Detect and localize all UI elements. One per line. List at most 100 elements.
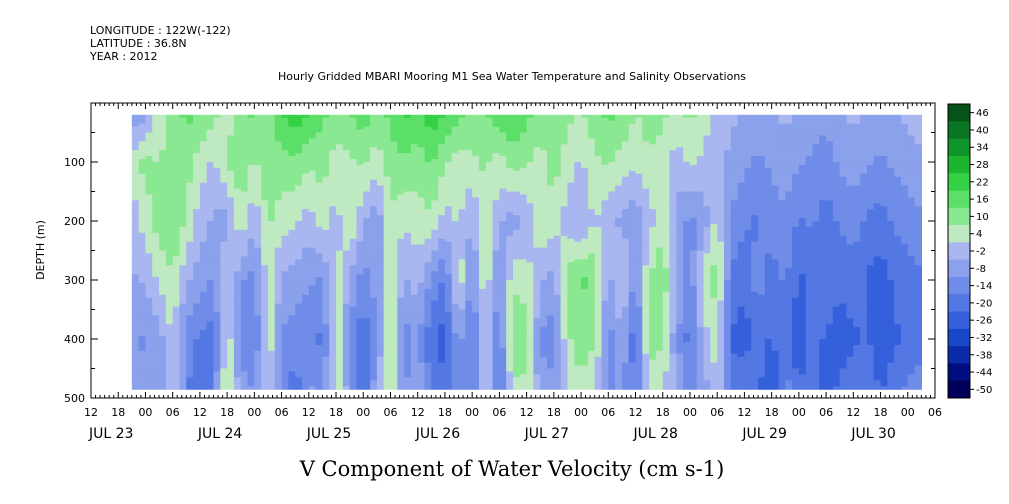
heat-cell — [356, 353, 364, 358]
heat-cell — [179, 223, 187, 228]
heat-cell — [274, 318, 283, 322]
heat-cell — [336, 209, 344, 213]
heat-cell — [336, 144, 344, 148]
heat-cell — [322, 215, 330, 219]
heat-cell — [438, 197, 446, 201]
heat-cell — [220, 250, 228, 255]
heat-cell — [363, 383, 371, 387]
heat-cell — [227, 194, 235, 198]
heat-cell — [465, 312, 473, 316]
heat-cell — [254, 203, 262, 207]
heat-cell — [376, 135, 385, 139]
heat-cell — [444, 288, 453, 293]
heat-cell — [274, 374, 283, 378]
heat-cell — [444, 315, 453, 319]
heat-cell — [478, 285, 487, 290]
heat-cell — [376, 368, 385, 373]
heat-cell — [349, 173, 358, 178]
heat-cell — [390, 341, 398, 346]
heat-cell — [267, 197, 276, 201]
heat-cell — [302, 374, 310, 378]
heat-cell — [206, 336, 215, 340]
heat-cell — [417, 247, 426, 252]
heat-cell — [444, 182, 453, 187]
heat-cell — [254, 159, 262, 163]
heat-cell — [206, 218, 215, 222]
heat-cell — [458, 129, 466, 134]
heat-cell — [247, 262, 255, 266]
heat-cell — [444, 333, 453, 337]
heat-cell — [404, 265, 412, 269]
heat-cell — [342, 117, 351, 122]
heat-cell — [417, 371, 426, 375]
heat-cell — [485, 218, 494, 222]
heat-cell — [438, 244, 446, 249]
heat-cell — [376, 380, 385, 384]
heat-cell — [451, 156, 460, 160]
heat-cell — [138, 288, 147, 293]
heat-cell — [458, 253, 466, 257]
heat-cell — [376, 333, 385, 337]
heat-cell — [138, 150, 147, 154]
latitude-label: LATITUDE : 36.8N — [90, 37, 187, 50]
heat-cell — [247, 194, 255, 198]
heat-cell — [165, 141, 174, 145]
heat-cell — [220, 259, 228, 263]
heat-cell — [472, 253, 480, 257]
heat-cell — [288, 114, 296, 119]
heat-cell — [247, 250, 255, 255]
heat-cell — [478, 333, 487, 337]
heat-cell — [383, 259, 392, 263]
heat-cell — [302, 150, 310, 154]
heat-cell — [261, 294, 269, 299]
heat-cell — [424, 274, 432, 278]
heat-cell — [390, 209, 398, 213]
heat-cell — [417, 300, 426, 305]
heat-cell — [329, 241, 337, 246]
heat-cell — [376, 241, 385, 246]
heat-cell — [193, 383, 201, 387]
heat-cell — [370, 327, 378, 331]
heat-cell — [295, 368, 303, 373]
heat-cell — [349, 221, 358, 225]
heat-cell — [145, 138, 153, 142]
heat-cell — [308, 291, 317, 296]
heat-cell — [342, 221, 351, 225]
heat-cell — [363, 285, 371, 290]
heat-cell — [458, 377, 466, 381]
heat-cell — [342, 253, 351, 257]
heat-cell — [444, 291, 453, 296]
heat-cell — [199, 344, 208, 349]
heat-cell — [424, 188, 432, 193]
heat-cell — [376, 170, 385, 175]
heat-cell — [206, 153, 215, 157]
heat-cell — [431, 226, 439, 231]
heat-cell — [227, 200, 235, 204]
heat-cell — [227, 312, 235, 316]
heat-cell — [404, 167, 412, 172]
heat-cell — [315, 138, 324, 142]
heat-cell — [417, 226, 426, 231]
heat-cell — [451, 271, 460, 275]
heat-cell — [472, 194, 480, 198]
heat-cell — [179, 371, 187, 375]
heat-cell — [444, 203, 453, 207]
heat-cell — [438, 150, 446, 154]
heat-cell — [206, 386, 215, 390]
heat-cell — [465, 147, 473, 151]
heat-cell — [308, 344, 317, 349]
heat-cell — [261, 117, 269, 122]
heat-cell — [261, 333, 269, 337]
heat-cell — [363, 144, 371, 148]
heat-cell — [342, 200, 351, 204]
heat-cell — [281, 280, 289, 284]
heat-cell — [478, 380, 487, 384]
heat-cell — [336, 229, 344, 234]
heat-cell — [213, 318, 221, 322]
heat-cell — [227, 132, 235, 137]
heat-cell — [465, 374, 473, 378]
heat-cell — [308, 347, 317, 352]
heat-cell — [172, 256, 181, 260]
heat-cell — [329, 138, 337, 142]
heat-cell — [240, 176, 249, 181]
